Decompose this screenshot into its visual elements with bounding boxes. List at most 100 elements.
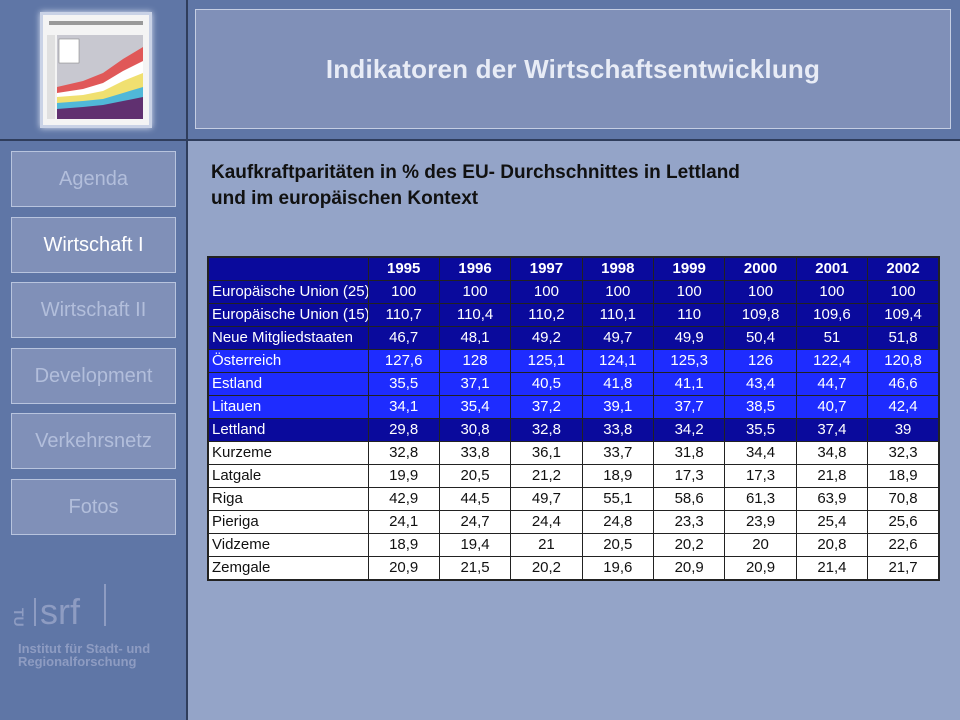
year-header: 2001 [795, 256, 869, 281]
table-cell: 50,4 [724, 326, 797, 350]
table-cell: 37,4 [795, 418, 869, 442]
table-cell: 20,9 [724, 556, 797, 581]
table-cell: 109,8 [724, 303, 797, 327]
table-cell: 58,6 [652, 487, 726, 511]
table-cell: 109,4 [867, 303, 940, 327]
nav-agenda[interactable]: Agenda [11, 151, 176, 207]
row-label: Litauen [207, 395, 369, 419]
table-cell: 41,8 [581, 372, 655, 396]
table-cell: 125,1 [510, 349, 583, 373]
table-cell: 34,8 [795, 441, 869, 465]
table-cell: 20,2 [652, 533, 726, 557]
nav-fotos[interactable]: Fotos [11, 479, 176, 535]
table-cell: 18,9 [581, 464, 655, 488]
table-cell: 17,3 [724, 464, 797, 488]
subtitle-line-2: und im europäischen Kontext [211, 188, 479, 209]
header-divider [0, 139, 960, 141]
table-cell: 33,8 [581, 418, 655, 442]
year-header: 2002 [867, 256, 940, 281]
row-label: Latgale [207, 464, 369, 488]
table-cell: 20,9 [652, 556, 726, 581]
table-cell: 100 [510, 280, 583, 304]
page-title: Indikatoren der Wirtschaftsentwicklung [325, 53, 821, 84]
table-cell: 40,7 [795, 395, 869, 419]
title-box: Indikatoren der Wirtschaftsentwicklung [195, 9, 951, 129]
table-cell: 110,2 [510, 303, 583, 327]
table-cell: 49,7 [581, 326, 655, 350]
table-cell: 24,1 [367, 510, 440, 534]
table-cell: 36,1 [510, 441, 583, 465]
row-label: Europäische Union (25) [207, 280, 369, 304]
table-row: Lettland 29,8 30,8 32,8 33,8 34,2 35,5 37,4 39 [207, 418, 940, 442]
table-cell: 125,3 [652, 349, 726, 373]
institute-line-1: Institut für Stadt- und [18, 641, 151, 656]
table-cell: 46,7 [367, 326, 440, 350]
table-cell: 100 [724, 280, 797, 304]
table-row: Estland 35,5 37,1 40,5 41,8 41,1 43,4 44,7 46,6 [207, 372, 940, 396]
table-cell: 22,6 [867, 533, 940, 557]
table-cell: 127,6 [367, 349, 440, 373]
table-cell: 21,5 [438, 556, 512, 581]
chart-thumbnail-image [40, 12, 152, 128]
table-cell: 42,4 [867, 395, 940, 419]
institute-line-2: Regionalforschung [18, 654, 137, 669]
table-cell: 37,7 [652, 395, 726, 419]
table-row: Litauen 34,1 35,4 37,2 39,1 37,7 38,5 40,7 42,4 [207, 395, 940, 419]
table-cell: 35,5 [367, 372, 440, 396]
year-header: 1997 [510, 256, 583, 281]
table-cell: 61,3 [724, 487, 797, 511]
table-cell: 51 [795, 326, 869, 350]
table-cell: 21,8 [795, 464, 869, 488]
year-header: 1996 [438, 256, 512, 281]
year-header: 1995 [367, 256, 440, 281]
table-cell: 18,9 [867, 464, 940, 488]
table-cell: 39 [867, 418, 940, 442]
table-cell: 37,1 [438, 372, 512, 396]
row-label: Kurzeme [207, 441, 369, 465]
nav-wirtschaft-2[interactable]: Wirtschaft II [11, 282, 176, 338]
table-cell: 44,7 [795, 372, 869, 396]
table-row: Europäische Union (15) 110,7 110,4 110,2 110… [207, 303, 940, 327]
table-cell: 30,8 [438, 418, 512, 442]
table-cell: 29,8 [367, 418, 440, 442]
table-cell: 100 [438, 280, 512, 304]
table-cell: 19,6 [581, 556, 655, 581]
row-label: Zemgale [207, 556, 369, 581]
table-cell: 128 [438, 349, 512, 373]
nav-development[interactable]: Development [11, 348, 176, 404]
row-label: Europäische Union (15) [207, 303, 369, 327]
nav-wirtschaft-1[interactable]: Wirtschaft I [11, 217, 176, 273]
table-row: Zemgale 20,9 21,5 20,2 19,6 20,9 20,9 21,4 21,7 [207, 556, 940, 581]
table-row: Riga 42,9 44,5 49,7 55,1 58,6 61,3 63,9 70,8 [207, 487, 940, 511]
table-cell: 32,8 [510, 418, 583, 442]
table-cell: 49,9 [652, 326, 726, 350]
table-cell: 44,5 [438, 487, 512, 511]
table-row: Latgale 19,9 20,5 21,2 18,9 17,3 17,3 21,8 18,9 [207, 464, 940, 488]
nav-verkehrsnetz[interactable]: Verkehrsnetz [11, 413, 176, 469]
table-cell: 37,2 [510, 395, 583, 419]
table-cell: 124,1 [581, 349, 655, 373]
table-cell: 63,9 [795, 487, 869, 511]
table-cell: 24,8 [581, 510, 655, 534]
table-cell: 31,8 [652, 441, 726, 465]
table-cell: 110 [652, 303, 726, 327]
row-label: Pieriga [207, 510, 369, 534]
ppp-table: 1995 1996 1997 1998 1999 2000 2001 2002 Europäis… [207, 256, 940, 581]
table-cell: 38,5 [724, 395, 797, 419]
year-header: 1999 [652, 256, 726, 281]
table-cell: 126 [724, 349, 797, 373]
table-cell: 34,4 [724, 441, 797, 465]
table-cell: 20,5 [438, 464, 512, 488]
table-cell: 100 [652, 280, 726, 304]
table-cell: 21,7 [867, 556, 940, 581]
row-label: Riga [207, 487, 369, 511]
year-header: 1998 [581, 256, 655, 281]
table-cell: 34,1 [367, 395, 440, 419]
table-cell: 32,3 [867, 441, 940, 465]
table-cell: 21 [510, 533, 583, 557]
table-row: Kurzeme 32,8 33,8 36,1 33,7 31,8 34,4 34,8 32,3 [207, 441, 940, 465]
table-cell: 19,4 [438, 533, 512, 557]
table-cell: 100 [867, 280, 940, 304]
table-cell: 20,5 [581, 533, 655, 557]
table-cell: 109,6 [795, 303, 869, 327]
